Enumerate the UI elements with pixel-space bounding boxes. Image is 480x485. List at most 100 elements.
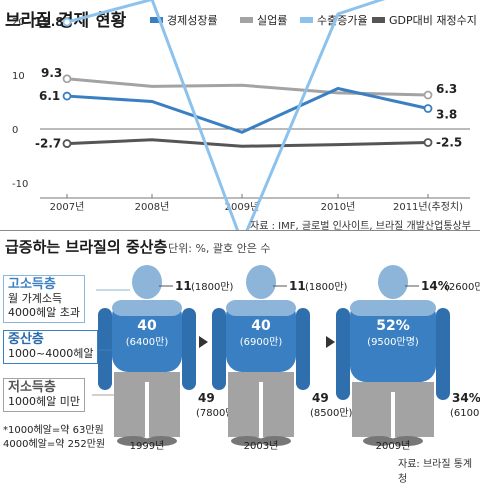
legend-swatch <box>150 17 163 23</box>
legend-item-growth: 경제성장률 <box>150 12 218 28</box>
series-line <box>66 138 429 148</box>
data-label: 6.1 <box>39 89 60 103</box>
high-desc2: 4000헤알 초과 <box>8 306 80 319</box>
legend-label: 경제성장률 <box>167 14 218 27</box>
shoulder-shape <box>112 300 182 316</box>
year-label: 2003년 <box>244 440 279 452</box>
year-label: 1999년 <box>130 440 165 452</box>
mid-count: (6900만) <box>240 336 283 348</box>
legend-swatch <box>300 17 313 23</box>
low-value: 34% <box>452 391 480 405</box>
head-shape <box>378 265 408 299</box>
y-tick-label: 0 <box>12 125 18 136</box>
foot-shape <box>391 436 423 446</box>
head-shape <box>132 265 162 299</box>
mid-desc1: 1000~4000헤알 <box>8 347 94 360</box>
torso-shape <box>112 300 182 372</box>
conversion-note: *1000헤알=약 63만원 4000헤알=약 252만원 <box>3 424 105 452</box>
arm-shape <box>296 308 310 390</box>
mid-name: 중산층 <box>8 332 44 347</box>
high-count: (1800만) <box>305 281 348 293</box>
data-label: -2.5 <box>436 136 462 150</box>
data-point <box>423 138 433 147</box>
high-desc1: 월 가계소득 <box>8 292 63 305</box>
shoulder-shape <box>350 300 436 316</box>
foot-shape <box>259 436 291 446</box>
data-label: 6.3 <box>436 82 457 96</box>
chart2-unit: 단위: %, 괄호 안은 수 <box>168 242 271 255</box>
shoulder-shape <box>226 300 296 316</box>
arrow-icon <box>326 336 335 348</box>
leg-gap <box>391 392 395 437</box>
legend-label: 수출증가율 <box>317 14 368 27</box>
legend-item-unemployment: 실업률 <box>240 12 287 28</box>
data-point <box>423 104 433 113</box>
high-count: (1800만) <box>191 281 234 293</box>
chart1-source: 자료 : IMF, 글로벌 인사이트, 브라질 개발산업통상부 <box>250 221 471 232</box>
data-label: 19.8 <box>34 15 64 29</box>
high-value: 14% <box>421 279 450 293</box>
data-point <box>62 139 72 148</box>
high-value: 11 <box>175 279 192 293</box>
mid-value: 52% <box>376 318 410 334</box>
y-tick-label: 10 <box>12 71 25 82</box>
data-point <box>62 17 72 27</box>
low-value: 49 <box>312 391 329 405</box>
data-label: 9.3 <box>41 66 62 80</box>
section-divider <box>0 230 480 231</box>
foot-shape <box>363 436 395 446</box>
head-shape <box>246 265 276 299</box>
low-value: 49 <box>198 391 215 405</box>
x-tick-label: 2007년 <box>50 201 85 213</box>
y-tick-label: -10 <box>12 179 28 190</box>
x-tick-label: 2009년 <box>225 201 260 213</box>
data-label: 3.8 <box>436 107 457 121</box>
legend-swatch <box>372 17 385 23</box>
data-point <box>62 91 72 101</box>
series-line <box>66 86 429 134</box>
arrow-icon <box>199 336 208 348</box>
legend-item-fiscal: GDP대비 재정수지 <box>372 12 477 28</box>
foot-shape <box>145 436 177 446</box>
series-line <box>66 0 386 230</box>
mid-value: 40 <box>137 318 157 334</box>
high-count: (2600만명) <box>445 281 480 293</box>
arm-shape <box>182 308 196 390</box>
low-count: (8500만) <box>310 407 353 419</box>
x-tick-label: 2008년 <box>135 201 170 213</box>
foot-shape <box>117 436 149 446</box>
legend-box-mid: 중산층 1000~4000헤알 <box>3 330 99 364</box>
note-line2: 4000헤알=약 252만원 <box>3 439 106 450</box>
note-line1: *1000헤알=약 63만원 <box>3 425 104 436</box>
leg-gap <box>259 382 263 437</box>
mid-count: (9500만명) <box>367 336 419 348</box>
foot-shape <box>231 436 263 446</box>
arm-shape <box>436 308 450 400</box>
mid-value: 40 <box>251 318 271 334</box>
legend-label: GDP대비 재정수지 <box>389 14 477 27</box>
mid-count: (6400만) <box>126 336 169 348</box>
x-tick-label: 2010년 <box>321 201 356 213</box>
arm-shape <box>336 308 350 400</box>
data-point <box>423 90 433 100</box>
legend-box-low: 저소득층 1000헤알 미만 <box>3 378 85 412</box>
x-tick-label: 2011년(추정치) <box>393 201 463 213</box>
legend-label: 실업률 <box>257 14 288 27</box>
legend-box-high: 고소득층 월 가계소득 4000헤알 초과 <box>3 275 85 323</box>
line-chart: 20100-10-202007년2008년2009년2010년2011년(추정치… <box>12 0 470 230</box>
legend-swatch <box>240 17 253 23</box>
torso-shape <box>226 300 296 372</box>
series-line <box>66 77 429 97</box>
legend-item-export: 수출증가율 <box>300 12 368 28</box>
high-name: 고소득층 <box>8 277 56 292</box>
person-figure <box>212 265 310 446</box>
chart2-title: 급증하는 브라질의 중산층 <box>5 238 168 256</box>
low-desc1: 1000헤알 미만 <box>8 395 80 408</box>
torso-shape <box>350 300 436 382</box>
person-figure <box>336 265 450 446</box>
low-count: (6100만명) <box>450 407 480 419</box>
chart2-source: 자료: 브라질 통계청 <box>398 459 473 485</box>
y-tick-label: 20 <box>12 17 25 28</box>
person-figure <box>98 265 196 446</box>
